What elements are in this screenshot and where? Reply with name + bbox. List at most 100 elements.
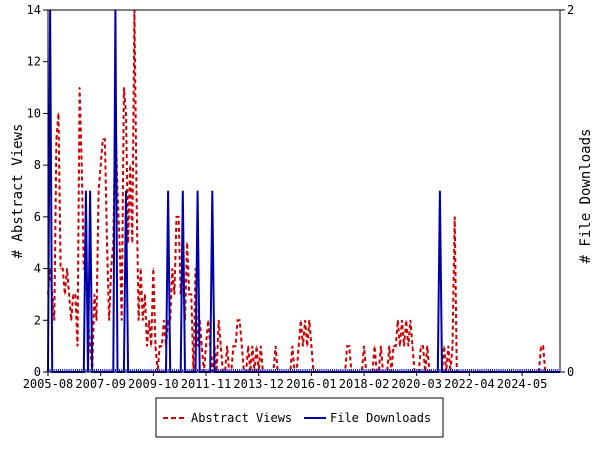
x-tick-label: 2018-02 [339,377,390,391]
data-point-abstract-views [154,345,157,347]
data-point-abstract-views [348,345,350,347]
data-point-abstract-views [237,319,239,321]
data-point-abstract-views [395,345,397,347]
data-point-abstract-views [239,319,241,321]
data-point-abstract-views [420,345,422,347]
data-point-file-downloads [89,190,91,192]
data-point-abstract-views [49,268,51,270]
data-point-abstract-views [399,345,401,347]
data-point-abstract-views [447,345,449,347]
data-point-abstract-views [123,87,125,89]
data-point-abstract-views [298,345,300,347]
data-point-abstract-views [95,319,98,321]
y-left-tick-label: 6 [34,210,41,224]
data-point-abstract-views [152,268,154,270]
x-tick-label: 2009-10 [128,377,179,391]
data-point-abstract-views [205,345,207,347]
legend-box [155,397,444,438]
y-left-tick-label: 10 [27,106,41,120]
data-point-abstract-views [247,345,249,347]
data-point-file-downloads [182,190,184,192]
data-point-abstract-views [443,345,445,347]
right-axis: 02 [560,3,574,379]
data-point-abstract-views [66,268,68,270]
data-point-abstract-views [81,164,83,166]
y-left-tick-label: 12 [27,55,41,69]
data-point-abstract-views [308,319,310,321]
data-point-abstract-views [121,319,123,321]
data-point-abstract-views [300,319,302,321]
data-point-abstract-views [218,319,220,321]
legend-label-abstract-views: Abstract Views [191,411,292,425]
data-point-abstract-views [98,190,100,192]
data-point-abstract-views [401,319,403,321]
data-point-abstract-views [93,293,95,295]
data-point-abstract-views [422,345,424,347]
data-point-abstract-views [363,345,365,347]
data-point-abstract-views [190,293,192,295]
x-tick-label: 2007-09 [75,377,126,391]
data-point-abstract-views [407,345,409,347]
data-point-abstract-views [234,345,237,347]
data-point-abstract-views [163,319,165,321]
x-tick-label: 2016-01 [286,377,337,391]
data-point-abstract-views [144,293,146,295]
data-point-abstract-views [102,138,104,140]
data-point-abstract-views [135,190,138,192]
data-point-abstract-views [60,268,62,270]
legend: Abstract Views File Downloads [155,397,444,438]
y-left-tick-label: 14 [27,3,41,17]
data-point-abstract-views [186,242,188,244]
data-point-abstract-views [148,319,150,321]
x-tick-label: 2022-04 [444,377,495,391]
x-tick-label: 2020-03 [391,377,442,391]
data-point-abstract-views [167,319,169,321]
data-point-abstract-views [159,345,161,347]
y-right-tick-label: 2 [567,3,574,17]
data-point-abstract-views [74,293,76,295]
x-tick-label: 2024-05 [497,377,548,391]
legend-label-file-downloads: File Downloads [330,411,431,425]
data-point-abstract-views [106,242,108,244]
y-left-tick-label: 2 [34,313,41,327]
data-point-abstract-views [62,268,64,270]
data-point-abstract-views [68,293,70,295]
data-point-file-downloads [85,190,87,192]
data-point-abstract-views [220,345,222,347]
data-point-abstract-views [251,345,253,347]
data-point-file-downloads [439,190,441,192]
data-point-abstract-views [178,216,180,218]
data-point-file-downloads [211,190,213,192]
data-point-abstract-views [140,268,142,270]
data-point-abstract-views [388,345,390,347]
data-point-abstract-views [131,242,133,244]
data-point-file-downloads [167,190,169,192]
data-point-abstract-views [451,345,454,347]
data-point-abstract-views [146,345,148,347]
data-point-abstract-views [426,345,428,347]
x-tick-label: 2013-12 [233,377,284,391]
data-point-abstract-views [129,164,131,166]
data-point-abstract-views [207,319,209,321]
x-tick-label: 2011-11 [181,377,232,391]
data-point-abstract-views [104,138,106,140]
y-left-tick-label: 0 [34,365,41,379]
data-point-abstract-views [380,345,382,347]
data-point-abstract-views [188,293,190,295]
plot-frame [47,9,561,373]
data-point-file-downloads [197,190,199,192]
y-left-tick-label: 8 [34,158,41,172]
data-point-abstract-views [409,319,411,321]
data-point-abstract-views [70,319,72,321]
data-point-abstract-views [260,345,262,347]
data-point-abstract-views [173,293,175,295]
data-point-abstract-views [411,345,414,347]
data-point-abstract-views [232,345,234,347]
data-point-abstract-views [175,216,178,218]
data-point-abstract-views [302,345,304,347]
data-point-abstract-views [119,242,121,244]
left-axis: 0 2 4 6 8 10 12 14 [27,3,48,379]
data-point-abstract-views [346,345,348,347]
